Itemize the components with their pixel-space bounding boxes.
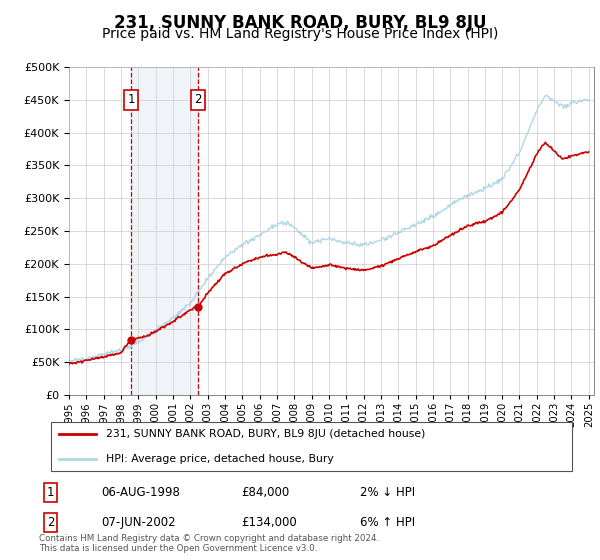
Text: 2% ↓ HPI: 2% ↓ HPI [360, 486, 415, 498]
Text: 2: 2 [47, 516, 54, 529]
Text: 1: 1 [47, 486, 54, 498]
Bar [131, 67, 198, 395]
Text: Price paid vs. HM Land Registry's House Price Index (HPI): Price paid vs. HM Land Registry's House … [102, 27, 498, 41]
Text: 231, SUNNY BANK ROAD, BURY, BL9 8JU (detached house): 231, SUNNY BANK ROAD, BURY, BL9 8JU (det… [106, 430, 425, 440]
Text: 07-JUN-2002: 07-JUN-2002 [101, 516, 175, 529]
Text: 2: 2 [194, 94, 202, 106]
Text: £84,000: £84,000 [241, 486, 289, 498]
Text: 06-AUG-1998: 06-AUG-1998 [101, 486, 179, 498]
Text: 231, SUNNY BANK ROAD, BURY, BL9 8JU: 231, SUNNY BANK ROAD, BURY, BL9 8JU [114, 14, 486, 32]
Text: Contains HM Land Registry data © Crown copyright and database right 2024.
This d: Contains HM Land Registry data © Crown c… [39, 534, 379, 553]
Text: £134,000: £134,000 [241, 516, 297, 529]
Text: 6% ↑ HPI: 6% ↑ HPI [360, 516, 415, 529]
Text: 1: 1 [127, 94, 135, 106]
FancyBboxPatch shape [50, 422, 572, 471]
Text: HPI: Average price, detached house, Bury: HPI: Average price, detached house, Bury [106, 454, 334, 464]
